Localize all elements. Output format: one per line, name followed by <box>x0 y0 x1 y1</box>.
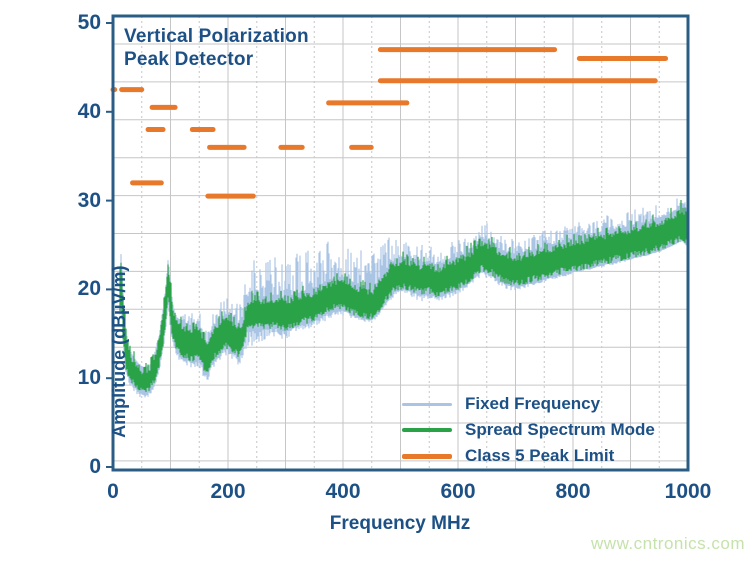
x-axis-title: Frequency MHz <box>329 513 471 534</box>
legend-item: Fixed Frequency <box>402 391 655 417</box>
legend-item: Spread Spectrum Mode <box>402 417 655 443</box>
legend-swatch <box>402 428 452 432</box>
legend-item: Class 5 Peak Limit <box>402 443 655 469</box>
x-tick-label: 400 <box>325 480 361 503</box>
y-tick-label: 40 <box>77 99 101 123</box>
x-tick-label: 1000 <box>664 480 712 503</box>
legend-swatch <box>402 402 452 406</box>
legend-label: Fixed Frequency <box>465 394 601 413</box>
y-tick-label: 0 <box>89 455 101 478</box>
chart-title-line2: Peak Detector <box>124 49 254 70</box>
plot-frame <box>111 14 690 472</box>
watermark: www.cntronics.com <box>591 534 745 553</box>
y-tick-label: 50 <box>77 11 101 34</box>
x-tick-label: 200 <box>210 480 246 503</box>
y-axis-title: Amplitude (dBµV/m) <box>109 265 130 438</box>
class5-limit-segments <box>110 47 669 199</box>
chart-title: Vertical Polarization Peak Detector <box>124 25 309 71</box>
legend: Fixed Frequency Spread Spectrum Mode Class… <box>402 391 655 469</box>
y-tick-label: 10 <box>77 366 101 390</box>
x-tick-label: 600 <box>440 480 476 503</box>
spread-spectrum-trace <box>119 200 689 392</box>
x-tick-label: 0 <box>107 480 119 503</box>
legend-swatch <box>402 453 452 459</box>
y-tick-label: 30 <box>77 188 101 212</box>
legend-label: Class 5 Peak Limit <box>465 446 615 465</box>
y-tick-label: 20 <box>77 277 101 301</box>
chart-title-line1: Vertical Polarization <box>124 26 309 47</box>
grid <box>113 16 688 470</box>
legend-label: Spread Spectrum Mode <box>465 420 655 439</box>
x-tick-label: 800 <box>555 480 591 503</box>
